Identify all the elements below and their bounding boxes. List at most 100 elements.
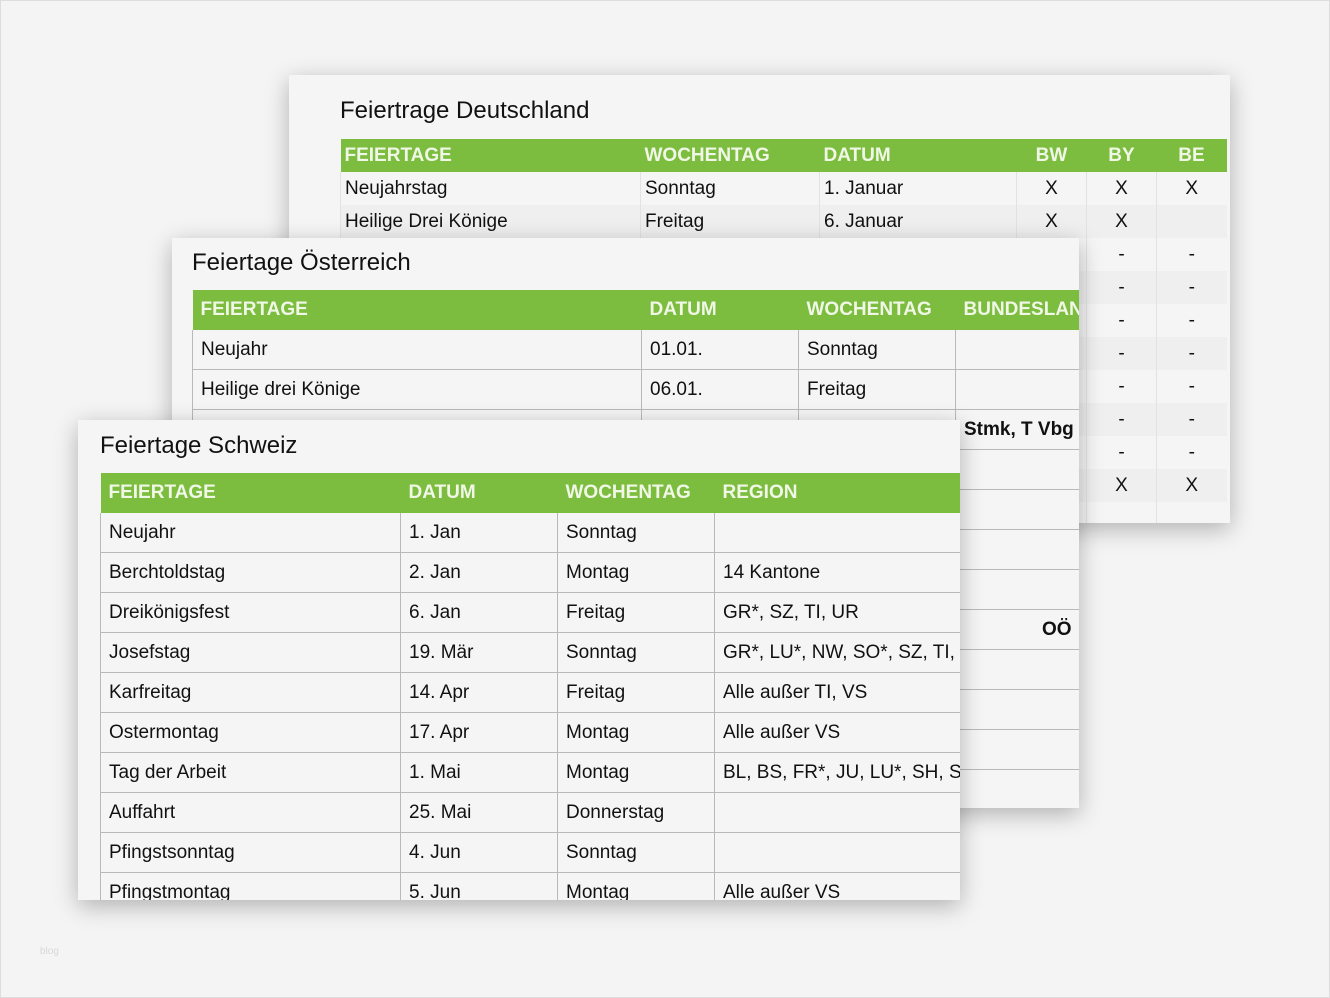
table-cell[interactable]: 2. Jan [400, 552, 558, 593]
table-cell[interactable] [955, 689, 1079, 730]
table-cell[interactable]: - [1086, 271, 1157, 304]
table-cell[interactable]: Sonntag [557, 632, 715, 673]
table-cell[interactable] [1086, 502, 1157, 523]
table-cell[interactable]: Sonntag [557, 832, 715, 873]
column-header[interactable]: FEIERTAGE [192, 290, 642, 330]
table-cell[interactable] [955, 330, 1079, 370]
column-header[interactable]: FEIERTAGE [100, 473, 401, 513]
column-header[interactable]: WOCHENTAG [798, 290, 956, 330]
table-cell[interactable]: 1. Jan [400, 513, 558, 553]
table-cell[interactable]: Pfingstsonntag [100, 832, 401, 873]
column-header[interactable]: WOCHENTAG [557, 473, 715, 513]
table-cell[interactable]: Dreikönigsfest [100, 592, 401, 633]
table-cell[interactable]: 6. Jan [400, 592, 558, 633]
table-cell[interactable] [955, 449, 1079, 490]
table-cell[interactable]: - [1156, 271, 1227, 304]
table-cell[interactable]: - [1086, 337, 1157, 370]
table-cell[interactable]: X [1086, 172, 1157, 205]
table-cell[interactable]: - [1086, 403, 1157, 436]
table-cell[interactable]: 14. Apr [400, 672, 558, 713]
table-cell[interactable]: Montag [557, 752, 715, 793]
table-cell[interactable]: Sonntag [640, 172, 820, 205]
table-cell[interactable]: - [1156, 403, 1227, 436]
table-cell[interactable]: X [1016, 172, 1087, 205]
table-cell[interactable]: Neujahr [100, 513, 401, 553]
table-cell[interactable]: - [1156, 304, 1227, 337]
table-cell[interactable]: X [1086, 205, 1157, 238]
table-cell[interactable] [955, 569, 1079, 610]
table-cell[interactable]: 5. Jun [400, 872, 558, 900]
table-cell[interactable] [955, 489, 1079, 530]
table-cell[interactable]: X [1086, 469, 1157, 502]
table-cell[interactable]: Montag [557, 712, 715, 753]
table-cell[interactable]: - [1156, 436, 1227, 469]
table-cell[interactable]: X [1156, 172, 1227, 205]
table-cell[interactable]: Pfingstmontag [100, 872, 401, 900]
column-header[interactable]: REGION [714, 473, 960, 513]
table-cell[interactable]: GR*, LU*, NW, SO*, SZ, TI, UR, VS [714, 632, 960, 673]
table-cell[interactable]: Neujahrstag [340, 172, 641, 205]
table-cell[interactable]: 6. Januar [819, 205, 1017, 238]
table-cell[interactable]: Alle außer TI, VS [714, 672, 960, 713]
table-cell[interactable]: X [1016, 205, 1087, 238]
table-cell[interactable]: - [1086, 238, 1157, 271]
table-cell[interactable]: X [1156, 469, 1227, 502]
column-header[interactable]: DATUM [819, 139, 1017, 172]
table-cell[interactable] [955, 369, 1079, 410]
table-cell[interactable]: - [1156, 337, 1227, 370]
table-cell[interactable]: Donnerstag [557, 792, 715, 833]
column-header[interactable]: DATUM [641, 290, 799, 330]
table-cell[interactable] [1156, 502, 1227, 523]
table-cell[interactable]: - [1156, 238, 1227, 271]
table-cell[interactable]: Alle außer VS [714, 872, 960, 900]
table-cell[interactable]: Auffahrt [100, 792, 401, 833]
table-cell[interactable]: OÖ [955, 609, 1079, 650]
column-header[interactable]: DATUM [400, 473, 558, 513]
column-header[interactable]: BUNDESLAND [955, 290, 1079, 330]
table-cell[interactable] [955, 769, 1079, 808]
table-cell[interactable]: - [1156, 370, 1227, 403]
table-cell[interactable]: Josefstag [100, 632, 401, 673]
table-cell[interactable]: Sonntag [798, 330, 956, 370]
table-cell[interactable]: Freitag [640, 205, 820, 238]
table-cell[interactable]: 1. Januar [819, 172, 1017, 205]
table-cell[interactable]: 06.01. [641, 369, 799, 410]
table-cell[interactable]: Stmk, T Vbg [955, 409, 1079, 450]
table-cell[interactable]: - [1086, 436, 1157, 469]
table-cell[interactable] [714, 832, 960, 873]
table-cell[interactable] [955, 729, 1079, 770]
table-cell[interactable] [714, 792, 960, 833]
table-cell[interactable]: Freitag [798, 369, 956, 410]
table-cell[interactable]: GR*, SZ, TI, UR [714, 592, 960, 633]
table-cell[interactable]: Freitag [557, 672, 715, 713]
table-cell[interactable]: 17. Apr [400, 712, 558, 753]
table-cell[interactable]: 14 Kantone [714, 552, 960, 593]
table-cell[interactable]: Montag [557, 552, 715, 593]
table-cell[interactable]: Karfreitag [100, 672, 401, 713]
table-cell[interactable]: Berchtoldstag [100, 552, 401, 593]
column-header[interactable]: WOCHENTAG [640, 139, 820, 172]
table-cell[interactable] [955, 649, 1079, 690]
table-cell[interactable]: 1. Mai [400, 752, 558, 793]
table-cell[interactable]: 19. Mär [400, 632, 558, 673]
table-cell[interactable]: - [1086, 370, 1157, 403]
table-cell[interactable] [955, 529, 1079, 570]
table-cell[interactable]: Sonntag [557, 513, 715, 553]
table-cell[interactable]: 25. Mai [400, 792, 558, 833]
table-cell[interactable]: - [1086, 304, 1157, 337]
column-header[interactable]: FEIERTAGE [340, 139, 641, 172]
column-header[interactable]: BW [1016, 139, 1087, 172]
table-cell[interactable]: Ostermontag [100, 712, 401, 753]
table-cell[interactable]: Neujahr [192, 330, 642, 370]
table-cell[interactable]: 01.01. [641, 330, 799, 370]
table-cell[interactable]: Tag der Arbeit [100, 752, 401, 793]
table-cell[interactable]: Heilige Drei Könige [340, 205, 641, 238]
table-cell[interactable]: Freitag [557, 592, 715, 633]
table-cell[interactable]: Heilige drei Könige [192, 369, 642, 410]
column-header[interactable]: BY [1086, 139, 1157, 172]
table-cell[interactable]: 4. Jun [400, 832, 558, 873]
table-cell[interactable]: BL, BS, FR*, JU, LU*, SH, SO, TG, TI, ZH [714, 752, 960, 793]
table-cell[interactable]: Montag [557, 872, 715, 900]
table-cell[interactable] [1156, 205, 1227, 238]
column-header[interactable]: BE [1156, 139, 1227, 172]
